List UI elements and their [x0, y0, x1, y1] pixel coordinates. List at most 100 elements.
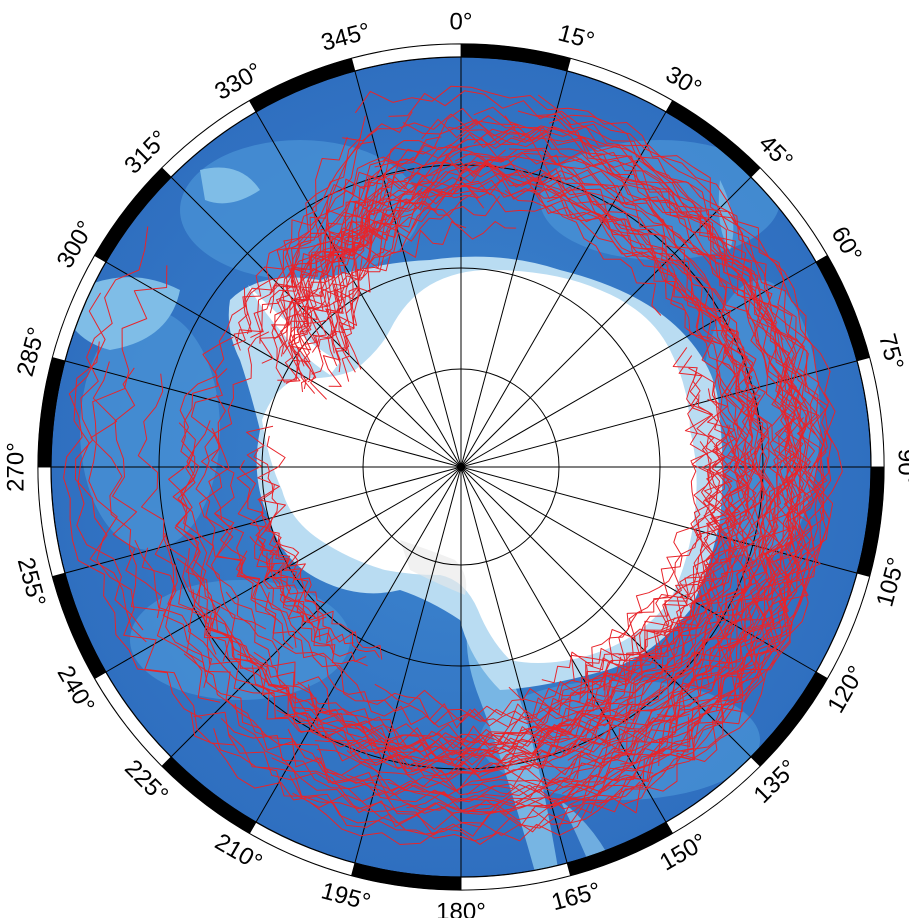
meridian-line: [460, 466, 817, 673]
drifter-track: [340, 179, 407, 370]
drifter-tracks: [63, 85, 843, 845]
drifter-track: [220, 606, 600, 766]
drifter-track: [596, 307, 825, 814]
drifter-track: [178, 584, 690, 778]
drifter-track: [603, 445, 733, 691]
drifter-track: [610, 478, 794, 758]
drifter-track: [179, 336, 234, 655]
drifter-track: [570, 355, 715, 682]
longitude-label: 15°: [555, 19, 597, 54]
drifter-track: [421, 118, 798, 656]
drifter-track: [134, 539, 581, 805]
drifter-track: [562, 136, 811, 795]
drifter-track: [277, 207, 391, 381]
drifter-track: [272, 224, 379, 289]
drifter-track: [233, 130, 483, 351]
ice-shelf-shadow: [400, 540, 467, 595]
drifter-track: [411, 179, 755, 701]
drifter-track: [448, 126, 817, 436]
drifter-track: [255, 510, 354, 645]
drifter-track: [531, 374, 818, 825]
antarctica: [262, 269, 697, 664]
meridian-line: [170, 176, 462, 468]
drifter-track: [88, 265, 236, 746]
drifter-track: [307, 170, 753, 756]
longitude-label: 30°: [661, 61, 706, 103]
longitude-labels: 0° 15°30°45°60°75°90°105°120°135°150°165°…: [3, 9, 909, 918]
drifter-track: [228, 708, 702, 830]
drifter-track: [236, 208, 467, 342]
drifter-track: [273, 576, 383, 660]
meridian-line: [105, 261, 462, 468]
drifter-track: [137, 373, 213, 688]
drifter-track: [265, 563, 367, 662]
drifter-track: [327, 136, 442, 366]
drifter-track: [571, 456, 829, 814]
drifter-track: [460, 120, 796, 689]
longitude-label: 90°: [893, 449, 909, 485]
drifter-track: [90, 361, 221, 703]
drifter-track: [693, 388, 759, 665]
drifter-track: [75, 226, 149, 643]
drifter-track: [284, 630, 659, 763]
drifter-track: [317, 163, 769, 783]
drifter-track: [259, 484, 297, 584]
longitude-label: 255°: [12, 555, 51, 610]
drifter-track: [715, 367, 804, 712]
drifter-track: [549, 441, 725, 733]
drifter-track: [214, 513, 605, 727]
meridian-line: [105, 466, 462, 673]
meridian-line: [460, 176, 752, 468]
drifter-track: [234, 113, 827, 815]
drifter-track: [314, 740, 638, 792]
drifter-track: [177, 422, 253, 663]
drifter-track: [601, 523, 797, 756]
drifter-track: [176, 557, 599, 773]
drifter-track: [289, 774, 641, 837]
drifter-track: [282, 187, 423, 355]
drifter-track: [388, 90, 826, 642]
drifter-track: [199, 394, 243, 575]
drifter-track: [253, 192, 485, 344]
drifter-track: [349, 160, 765, 768]
drifter-track: [336, 146, 470, 373]
drifter-track: [244, 155, 505, 335]
drifter-track: [481, 137, 778, 324]
drifter-track: [292, 221, 517, 363]
meridian-line: [460, 70, 568, 468]
drifter-track: [180, 420, 267, 630]
longitude-label: 285°: [12, 324, 51, 379]
drifter-track: [539, 451, 764, 720]
drifter-track: [291, 136, 362, 400]
drifter-track: [249, 536, 327, 624]
drifter-track: [193, 711, 598, 824]
drifter-track: [220, 713, 690, 811]
drifter-track: [232, 131, 526, 347]
drifter-track: [274, 115, 366, 357]
meridian-line: [354, 70, 462, 468]
drifter-track: [346, 164, 771, 777]
meridian-line: [354, 466, 462, 864]
drifter-track: [190, 712, 691, 836]
drifter-track: [334, 206, 438, 364]
drifter-track: [376, 184, 662, 316]
longitude-label: 345°: [318, 18, 373, 57]
drifter-track: [338, 158, 504, 382]
meridian-line: [64, 360, 462, 468]
drifter-track: [387, 166, 776, 792]
longitude-label: 195°: [318, 877, 373, 916]
drifter-track: [269, 534, 325, 604]
drifter-track: [322, 162, 499, 387]
drifter-track: [211, 331, 294, 650]
drifter-track: [290, 185, 416, 393]
drifter-track: [537, 94, 843, 806]
meridian-line: [64, 466, 462, 574]
drifter-track: [435, 181, 738, 660]
drifter-track: [512, 125, 820, 703]
drifter-track: [535, 474, 756, 739]
drifter-track: [576, 487, 777, 780]
drifter-track: [374, 147, 738, 341]
meridian-line: [170, 466, 462, 758]
map-border: [50, 56, 872, 878]
